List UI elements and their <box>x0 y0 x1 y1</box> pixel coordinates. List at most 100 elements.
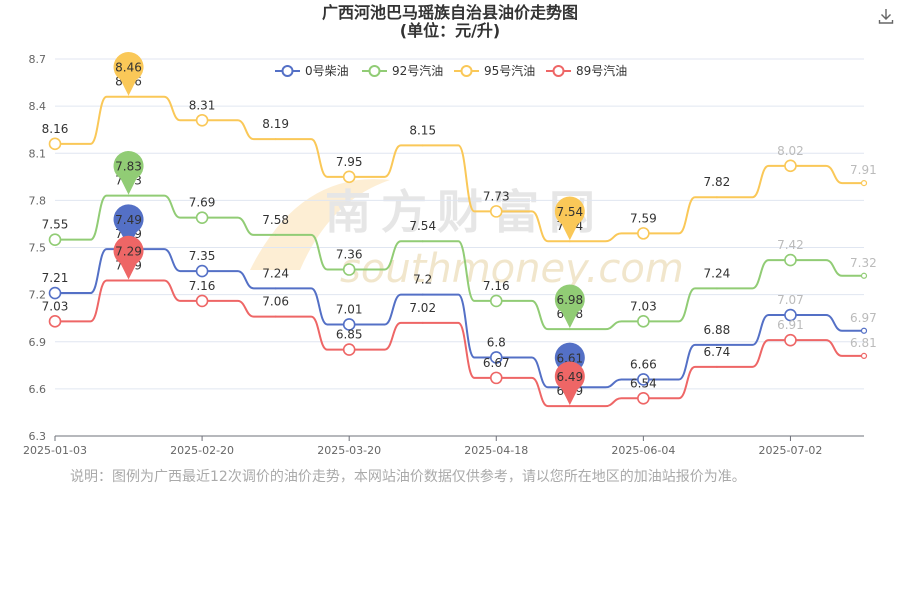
data-point <box>715 343 718 346</box>
data-label: 7.07 <box>777 293 804 307</box>
data-point <box>860 272 868 279</box>
chart-subtitle: (单位：元/升) <box>399 21 501 40</box>
data-label: 7.55 <box>42 218 69 232</box>
download-icon[interactable] <box>876 6 896 26</box>
series-line <box>55 194 864 331</box>
data-point <box>127 194 130 197</box>
legend-marker <box>281 65 294 77</box>
data-label: 6.54 <box>630 376 657 390</box>
data-label: 6.74 <box>704 345 731 359</box>
pin-label: 8.46 <box>115 61 142 75</box>
legend-marker <box>368 65 381 77</box>
data-point <box>48 233 62 246</box>
data-label: 7.32 <box>850 256 877 270</box>
pin-shape <box>113 235 144 280</box>
y-tick-label: 7.2 <box>29 289 47 302</box>
data-point <box>342 263 356 276</box>
x-tick-label: 2025-04-18 <box>464 444 528 457</box>
pin-shape <box>113 204 144 249</box>
legend-item-0[interactable]: 0号柴油 <box>275 64 349 78</box>
data-point <box>195 113 209 127</box>
series-line <box>55 279 864 408</box>
data-label: 8.16 <box>42 122 69 136</box>
data-point <box>48 286 62 300</box>
data-point <box>568 328 571 331</box>
data-point <box>637 315 650 328</box>
data-label: 6.66 <box>630 357 657 371</box>
data-point <box>715 287 718 290</box>
legend-label: 89号汽油 <box>576 63 627 78</box>
legend-label: 0号柴油 <box>305 64 349 78</box>
legend-item-1[interactable]: 92号汽油 <box>362 63 443 78</box>
pin-label: 6.49 <box>556 370 583 384</box>
legend-item-3[interactable]: 89号汽油 <box>546 63 627 78</box>
legend-label: 95号汽油 <box>484 63 535 78</box>
data-point <box>48 315 62 328</box>
data-point <box>127 279 130 282</box>
legend-marker <box>460 65 473 77</box>
pin-label: 6.98 <box>556 293 583 307</box>
pin-shape <box>113 150 144 195</box>
data-point <box>274 315 277 318</box>
data-label: 8.31 <box>189 98 216 112</box>
pin-label: 7.49 <box>115 213 142 227</box>
data-point <box>637 227 650 240</box>
series-line <box>55 95 864 243</box>
data-label: 7.24 <box>704 266 731 280</box>
x-tick-label: 2025-06-04 <box>611 444 675 457</box>
data-point <box>860 352 868 359</box>
data-label: 7.58 <box>262 213 289 227</box>
data-point <box>637 373 650 386</box>
data-point <box>127 95 130 98</box>
y-tick-label: 6.9 <box>29 336 47 349</box>
data-point <box>568 240 571 243</box>
data-point <box>489 205 503 218</box>
data-label: 7.91 <box>850 163 877 177</box>
min-pin-2: 7.54 <box>554 196 585 241</box>
series-3: 7.037.297.167.066.857.026.676.496.546.74… <box>42 258 877 408</box>
watermark-text-1: 南方财富网 <box>325 185 605 239</box>
data-point <box>860 327 868 334</box>
data-point <box>274 287 277 290</box>
max-pin-0: 7.49 <box>113 204 144 249</box>
data-point <box>195 211 209 224</box>
max-pin-1: 7.83 <box>113 150 144 195</box>
data-label: 7.73 <box>483 189 510 203</box>
y-tick-label: 8.1 <box>29 147 47 160</box>
pin-label: 6.61 <box>556 351 583 365</box>
data-point <box>784 159 797 173</box>
data-label: 7.21 <box>42 271 69 285</box>
watermark: 南方财富网 southmoney.com <box>250 179 684 292</box>
data-point <box>860 179 868 187</box>
data-point <box>715 365 718 368</box>
data-point <box>568 405 571 408</box>
x-tick-label: 2025-07-02 <box>758 444 822 457</box>
data-point <box>715 196 718 199</box>
data-label: 6.88 <box>704 323 731 337</box>
data-point <box>274 138 277 141</box>
legend-item-2[interactable]: 95号汽油 <box>454 63 535 78</box>
data-point <box>421 240 424 243</box>
data-point <box>421 321 424 324</box>
pin-label: 7.29 <box>115 244 142 258</box>
max-pin-3: 7.29 <box>113 235 144 280</box>
pin-shape <box>554 284 585 329</box>
data-point <box>421 293 424 296</box>
data-label: 7.16 <box>189 279 216 293</box>
data-label: 6.81 <box>850 336 877 350</box>
data-label: 7.24 <box>262 266 289 280</box>
data-point <box>489 294 503 308</box>
data-label: 6.91 <box>777 318 804 332</box>
data-label: 7.69 <box>189 196 216 210</box>
chart-title: 广西河池巴马瑶族自治县油价走势图 <box>321 3 578 22</box>
min-pin-3: 6.49 <box>554 361 585 406</box>
pin-shape <box>554 196 585 241</box>
data-point <box>784 308 797 322</box>
data-point <box>784 333 797 347</box>
data-label: 7.03 <box>630 299 657 313</box>
data-label: 7.16 <box>483 279 510 293</box>
data-label: 7.03 <box>42 299 69 313</box>
chart-note: 说明：图例为广西最近12次调价的油价走势，本网站油价数据仅供参考，请以您所在地区… <box>70 469 746 485</box>
data-point <box>342 343 356 356</box>
